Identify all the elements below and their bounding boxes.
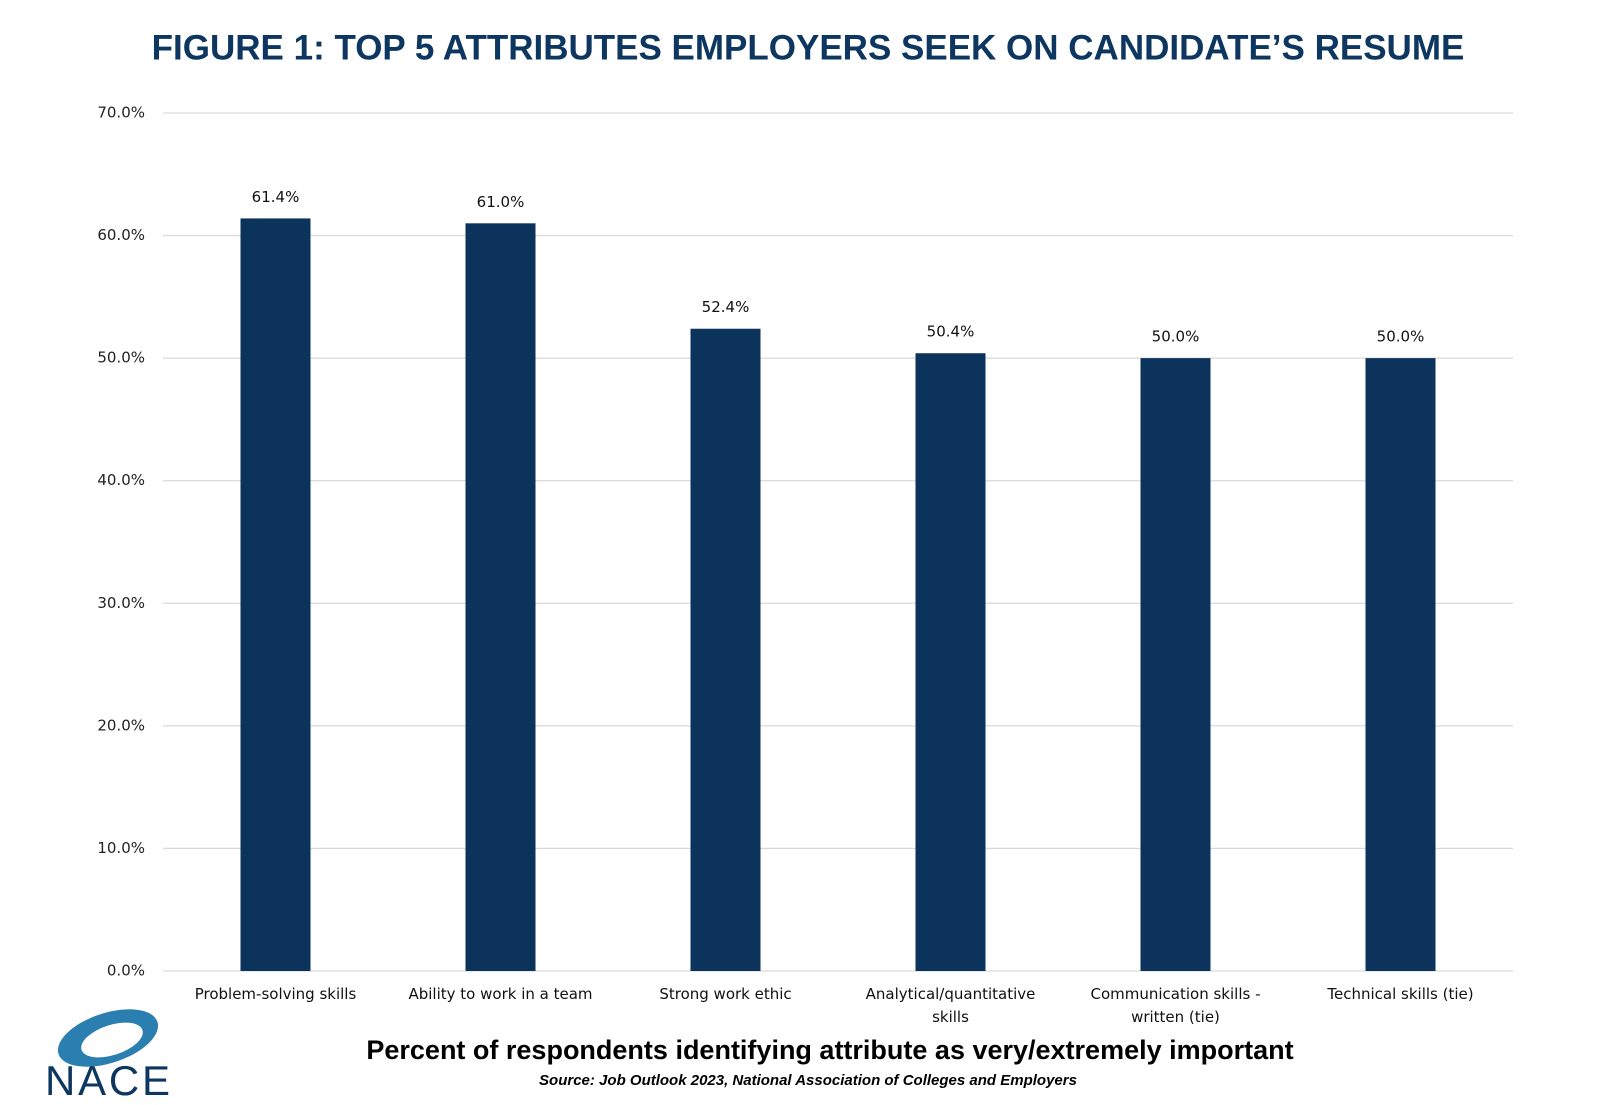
bar (240, 218, 311, 971)
y-tick-label: 50.0% (97, 349, 145, 367)
y-tick-label: 20.0% (97, 716, 145, 734)
y-tick-label: 0.0% (107, 962, 145, 980)
bar (465, 223, 536, 972)
logo-text: NACE (45, 1057, 170, 1104)
source: Source: Job Outlook 2023, National Assoc… (539, 1072, 1077, 1089)
x-tick-label: Technical skills (tie) (1327, 985, 1474, 1003)
value-label: 50.0% (1152, 328, 1200, 346)
y-tick-label: 40.0% (97, 471, 145, 489)
value-label: 61.4% (252, 188, 300, 206)
x-tick-label: Problem-solving skills (194, 985, 357, 1003)
y-tick-label: 60.0% (97, 226, 145, 244)
bar (915, 353, 986, 971)
value-label: 50.4% (927, 323, 975, 341)
caption: Percent of respondents identifying attri… (366, 1035, 1293, 1065)
chart-title: FIGURE 1: TOP 5 ATTRIBUTES EMPLOYERS SEE… (152, 28, 1465, 67)
value-label: 50.0% (1377, 328, 1425, 346)
value-label: 61.0% (477, 193, 525, 211)
bar (1140, 358, 1211, 972)
logo-swoosh (57, 1009, 159, 1067)
x-tick-label: Strong work ethic (659, 985, 792, 1003)
y-tick-label: 10.0% (97, 839, 145, 857)
value-label: 52.4% (702, 298, 750, 316)
x-tick-label: Communication skills - written (tie) (1090, 985, 1261, 1026)
bar (690, 328, 761, 971)
x-tick-label: Analytical/quantitative skills (865, 985, 1036, 1026)
bar (1365, 358, 1436, 972)
x-tick-label: Ability to work in a team (408, 985, 593, 1003)
y-tick-label: 70.0% (97, 104, 145, 122)
y-tick-label: 30.0% (97, 594, 145, 612)
